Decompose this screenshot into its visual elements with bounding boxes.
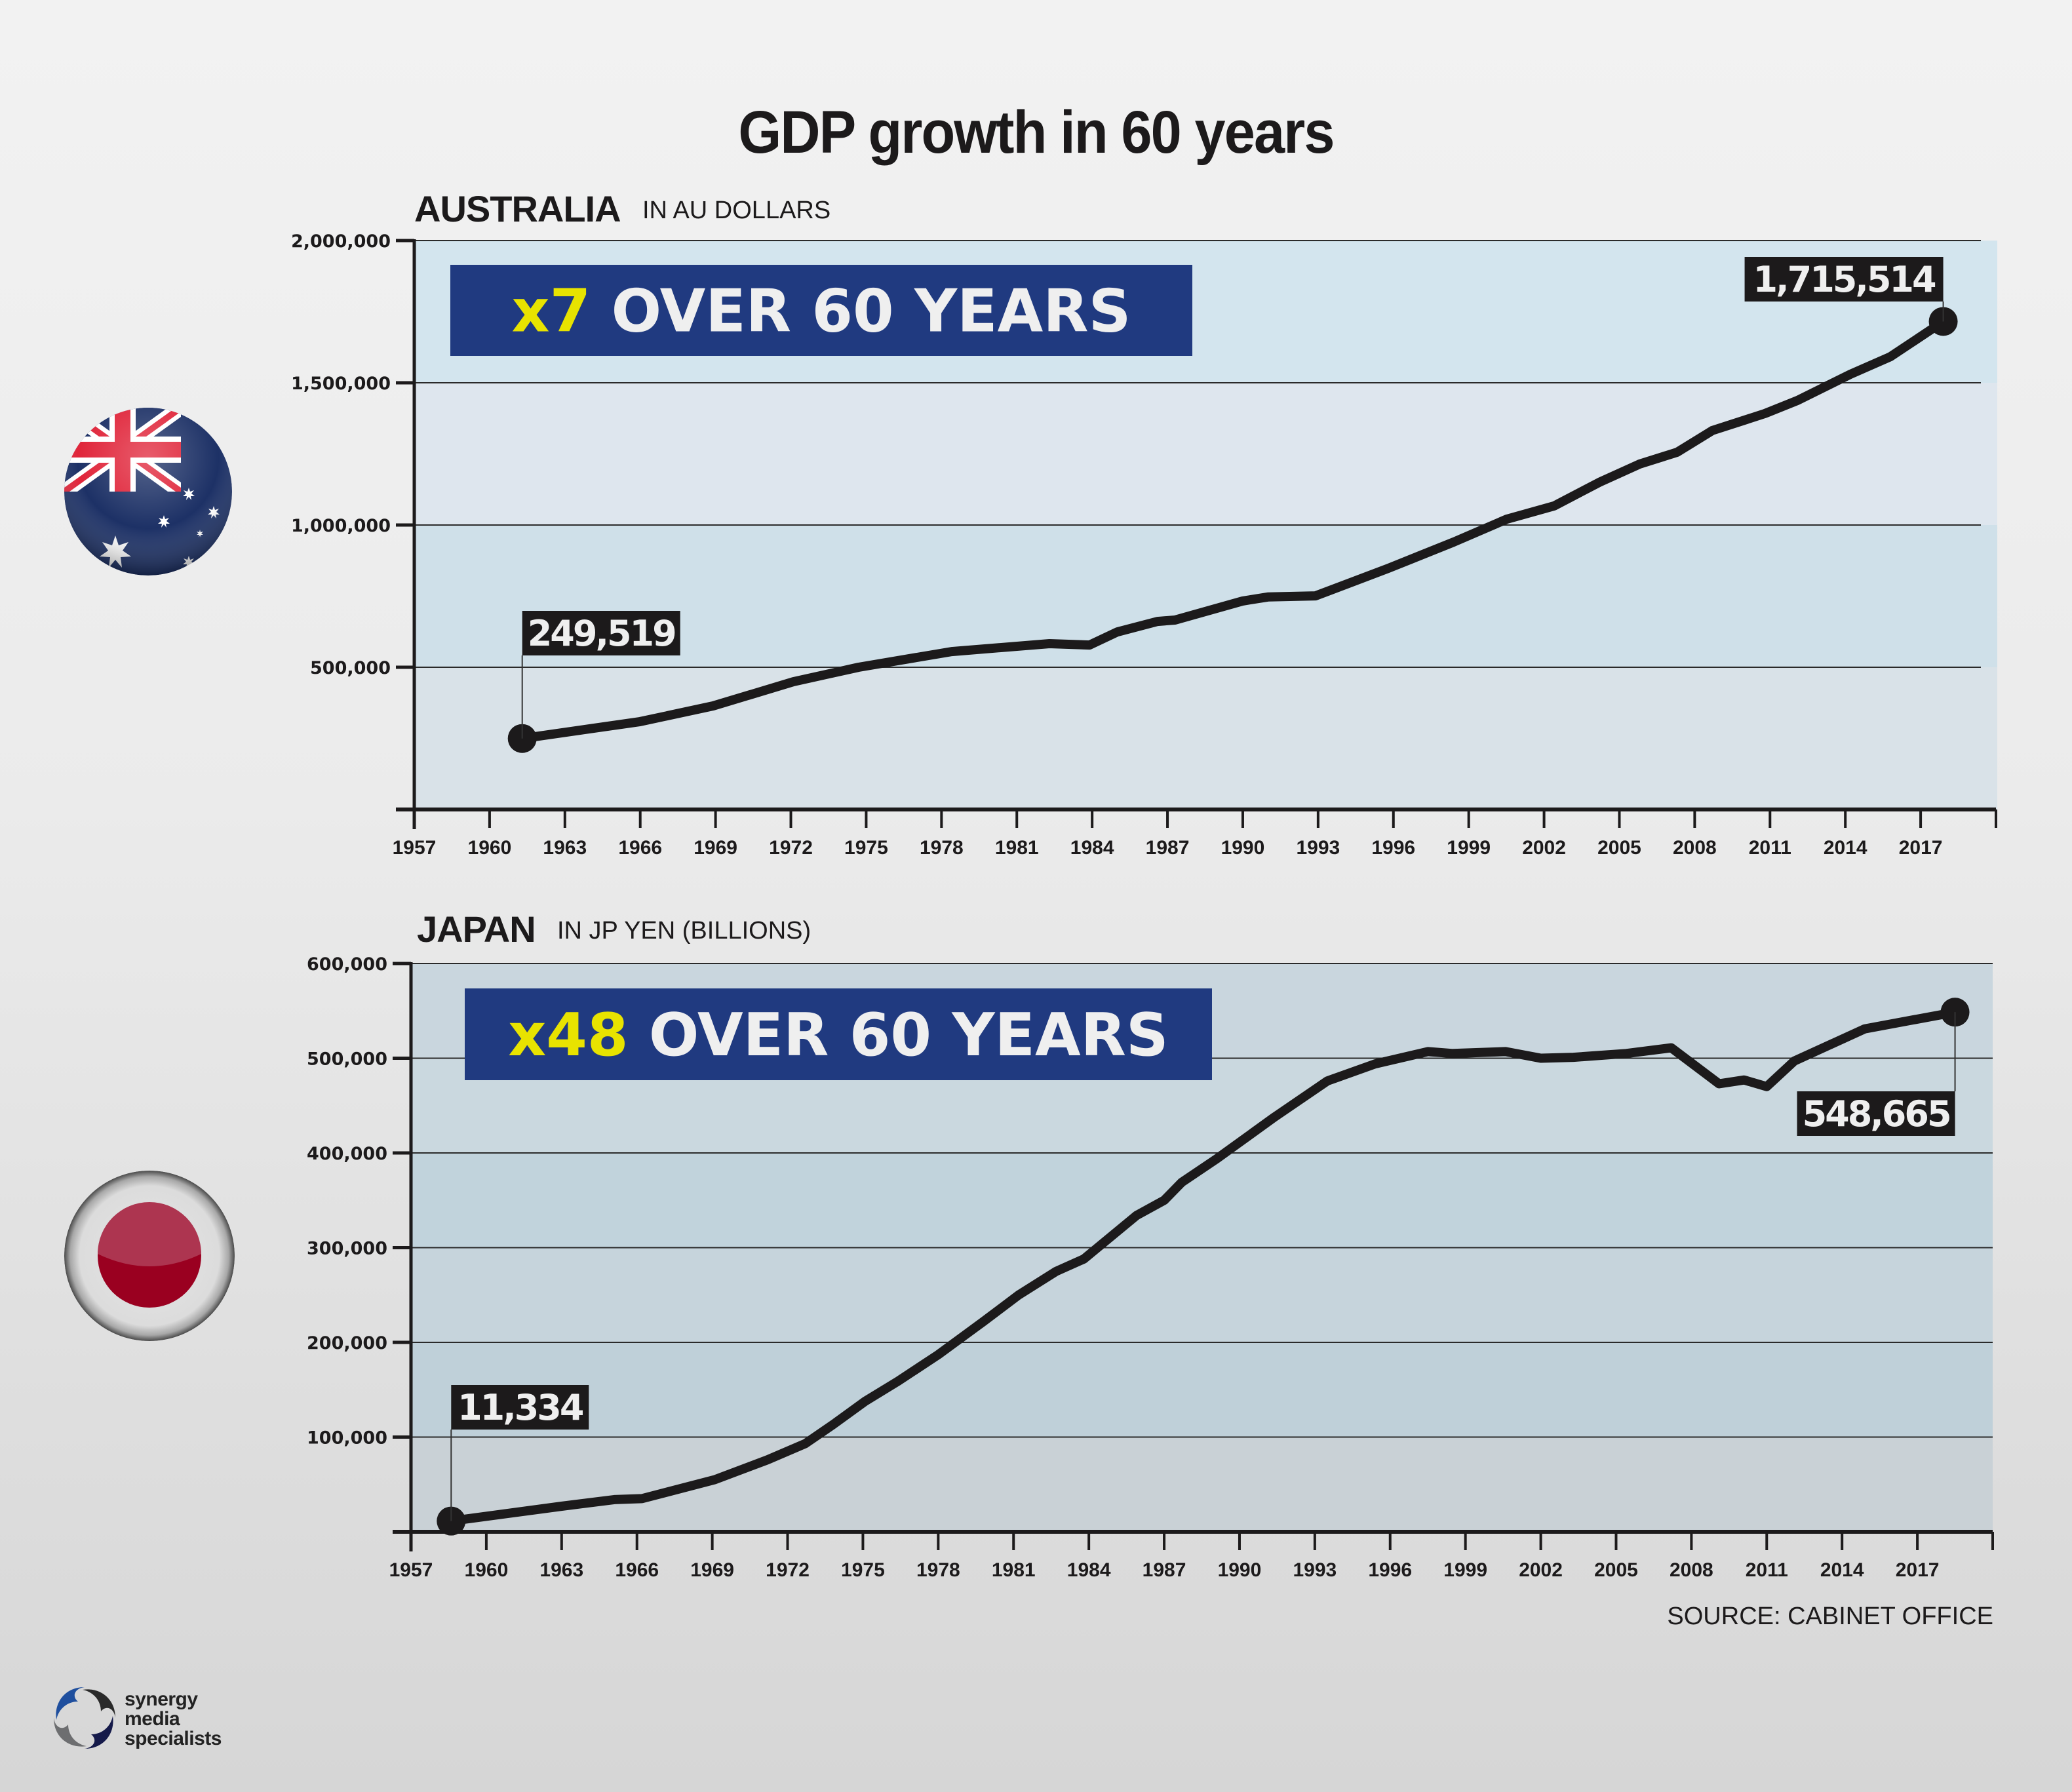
logo-line-3: specialists: [125, 1728, 222, 1749]
y-tick-label: 100,000: [307, 1428, 387, 1449]
page-title: GDP growth in 60 years: [738, 99, 1335, 166]
x-tick-label: 2011: [1749, 837, 1791, 859]
start-callout-label: 249,519: [528, 613, 675, 654]
x-tick-label: 1963: [539, 1559, 583, 1581]
x-tick-label: 1987: [1146, 837, 1190, 859]
logo-line-1: synergy: [125, 1688, 198, 1710]
y-tick-label: 500,000: [307, 1049, 387, 1070]
x-tick-label: 1957: [393, 837, 437, 859]
japan-flag-icon: [64, 1171, 235, 1341]
growth-banner: [450, 265, 1192, 356]
x-tick-label: 2014: [1820, 1559, 1864, 1581]
australia-flag-icon: [64, 408, 232, 575]
x-tick-label: 1966: [618, 837, 662, 859]
x-tick-label: 1975: [841, 1559, 885, 1581]
x-tick-label: 1972: [769, 837, 813, 859]
x-tick-label: 1960: [465, 1559, 509, 1581]
plot-band: [411, 1342, 1993, 1437]
logo-text: synergy media specialists: [125, 1690, 222, 1749]
x-tick-label: 1972: [766, 1559, 810, 1581]
x-tick-label: 1987: [1143, 1559, 1186, 1581]
x-tick-label: 2002: [1519, 1559, 1563, 1581]
chart-australia: 2,000,000 1,500,000 1,000,000 500,000 1957 19…: [291, 231, 1997, 859]
x-tick-label: 1999: [1443, 1559, 1487, 1581]
start-callout-box: [522, 611, 680, 655]
end-callout-box: [1797, 1091, 1955, 1136]
plot-band: [411, 1437, 1993, 1532]
y-tick-label: 400,000: [307, 1144, 387, 1164]
growth-multiplier: x48: [508, 1001, 628, 1070]
y-tick-label: 1,000,000: [291, 516, 391, 536]
end-callout-label: 548,665: [1803, 1093, 1950, 1135]
x-tick-label: 1969: [694, 837, 737, 859]
start-callout-label: 11,334: [458, 1387, 583, 1428]
x-tick-label: 1969: [690, 1559, 734, 1581]
chart-unit-australia: IN AU DOLLARS: [642, 197, 831, 224]
chart-title-japan: JAPAN: [417, 908, 536, 950]
chart-title-australia: AUSTRALIA: [414, 188, 621, 229]
x-tick-label: 1963: [543, 837, 587, 859]
logo-line-2: media: [125, 1708, 180, 1730]
start-callout-box: [451, 1385, 589, 1430]
x-tick-label: 1990: [1221, 837, 1265, 859]
x-tick-label: 1996: [1371, 837, 1415, 859]
growth-banner-label: OVER 60 YEARS: [591, 277, 1131, 346]
end-callout-label: 1,715,514: [1753, 259, 1936, 300]
x-tick-label: 1984: [1067, 1559, 1111, 1581]
x-tick-label: 1981: [992, 1559, 1036, 1581]
y-tick-label: 2,000,000: [291, 231, 391, 252]
plot-band: [411, 1247, 1993, 1342]
growth-banner-label: OVER 60 YEARS: [629, 1001, 1169, 1070]
x-tick-label: 1990: [1218, 1559, 1262, 1581]
gdp-line: [517, 317, 1948, 743]
x-tick-label: 1978: [920, 837, 964, 859]
growth-banner-text: x7 OVER 60 YEARS: [512, 277, 1131, 346]
x-tick-label: 1996: [1368, 1559, 1412, 1581]
x-tick-label: 2005: [1594, 1559, 1638, 1581]
x-tick-label: 1978: [916, 1559, 960, 1581]
x-tick-label: 2017: [1899, 837, 1943, 859]
plot-band: [414, 667, 1997, 809]
y-tick-label: 1,500,000: [291, 374, 391, 394]
source-note: SOURCE: CABINET OFFICE: [1667, 1603, 1993, 1630]
x-tick-label: 1975: [844, 837, 888, 859]
chart-japan: 600,000 500,000 400,000 300,000 200,000 100,0…: [307, 954, 1994, 1581]
chart-unit-japan: IN JP YEN (BILLIONS): [557, 917, 811, 945]
growth-banner-text: x48 OVER 60 YEARS: [508, 1001, 1169, 1070]
x-tick-label: 2011: [1746, 1559, 1788, 1581]
y-tick-label: 200,000: [307, 1333, 387, 1354]
x-tick-label: 2008: [1670, 1559, 1713, 1581]
plot-band: [414, 383, 1997, 525]
y-tick-label: 600,000: [307, 954, 387, 975]
x-tick-label: 2017: [1896, 1559, 1940, 1581]
growth-multiplier: x7: [512, 277, 591, 346]
gdp-line: [446, 1007, 1960, 1526]
x-tick-label: 1966: [615, 1559, 659, 1581]
end-callout-box: [1744, 257, 1944, 302]
x-tick-label: 1960: [468, 837, 512, 859]
x-tick-label: 1993: [1296, 837, 1340, 859]
x-tick-label: 2008: [1673, 837, 1717, 859]
x-tick-label: 1984: [1070, 837, 1114, 859]
growth-banner: [465, 988, 1212, 1080]
x-tick-label: 2002: [1522, 837, 1566, 859]
swirl-logo-icon: [49, 1682, 245, 1754]
x-tick-label: 2014: [1824, 837, 1867, 859]
x-tick-label: 1957: [389, 1559, 433, 1581]
y-tick-label: 500,000: [310, 658, 391, 678]
x-tick-label: 1999: [1447, 837, 1491, 859]
y-tick-label: 300,000: [307, 1239, 387, 1259]
x-tick-label: 1981: [995, 837, 1039, 859]
x-tick-label: 1993: [1293, 1559, 1337, 1581]
x-tick-label: 2005: [1597, 837, 1641, 859]
